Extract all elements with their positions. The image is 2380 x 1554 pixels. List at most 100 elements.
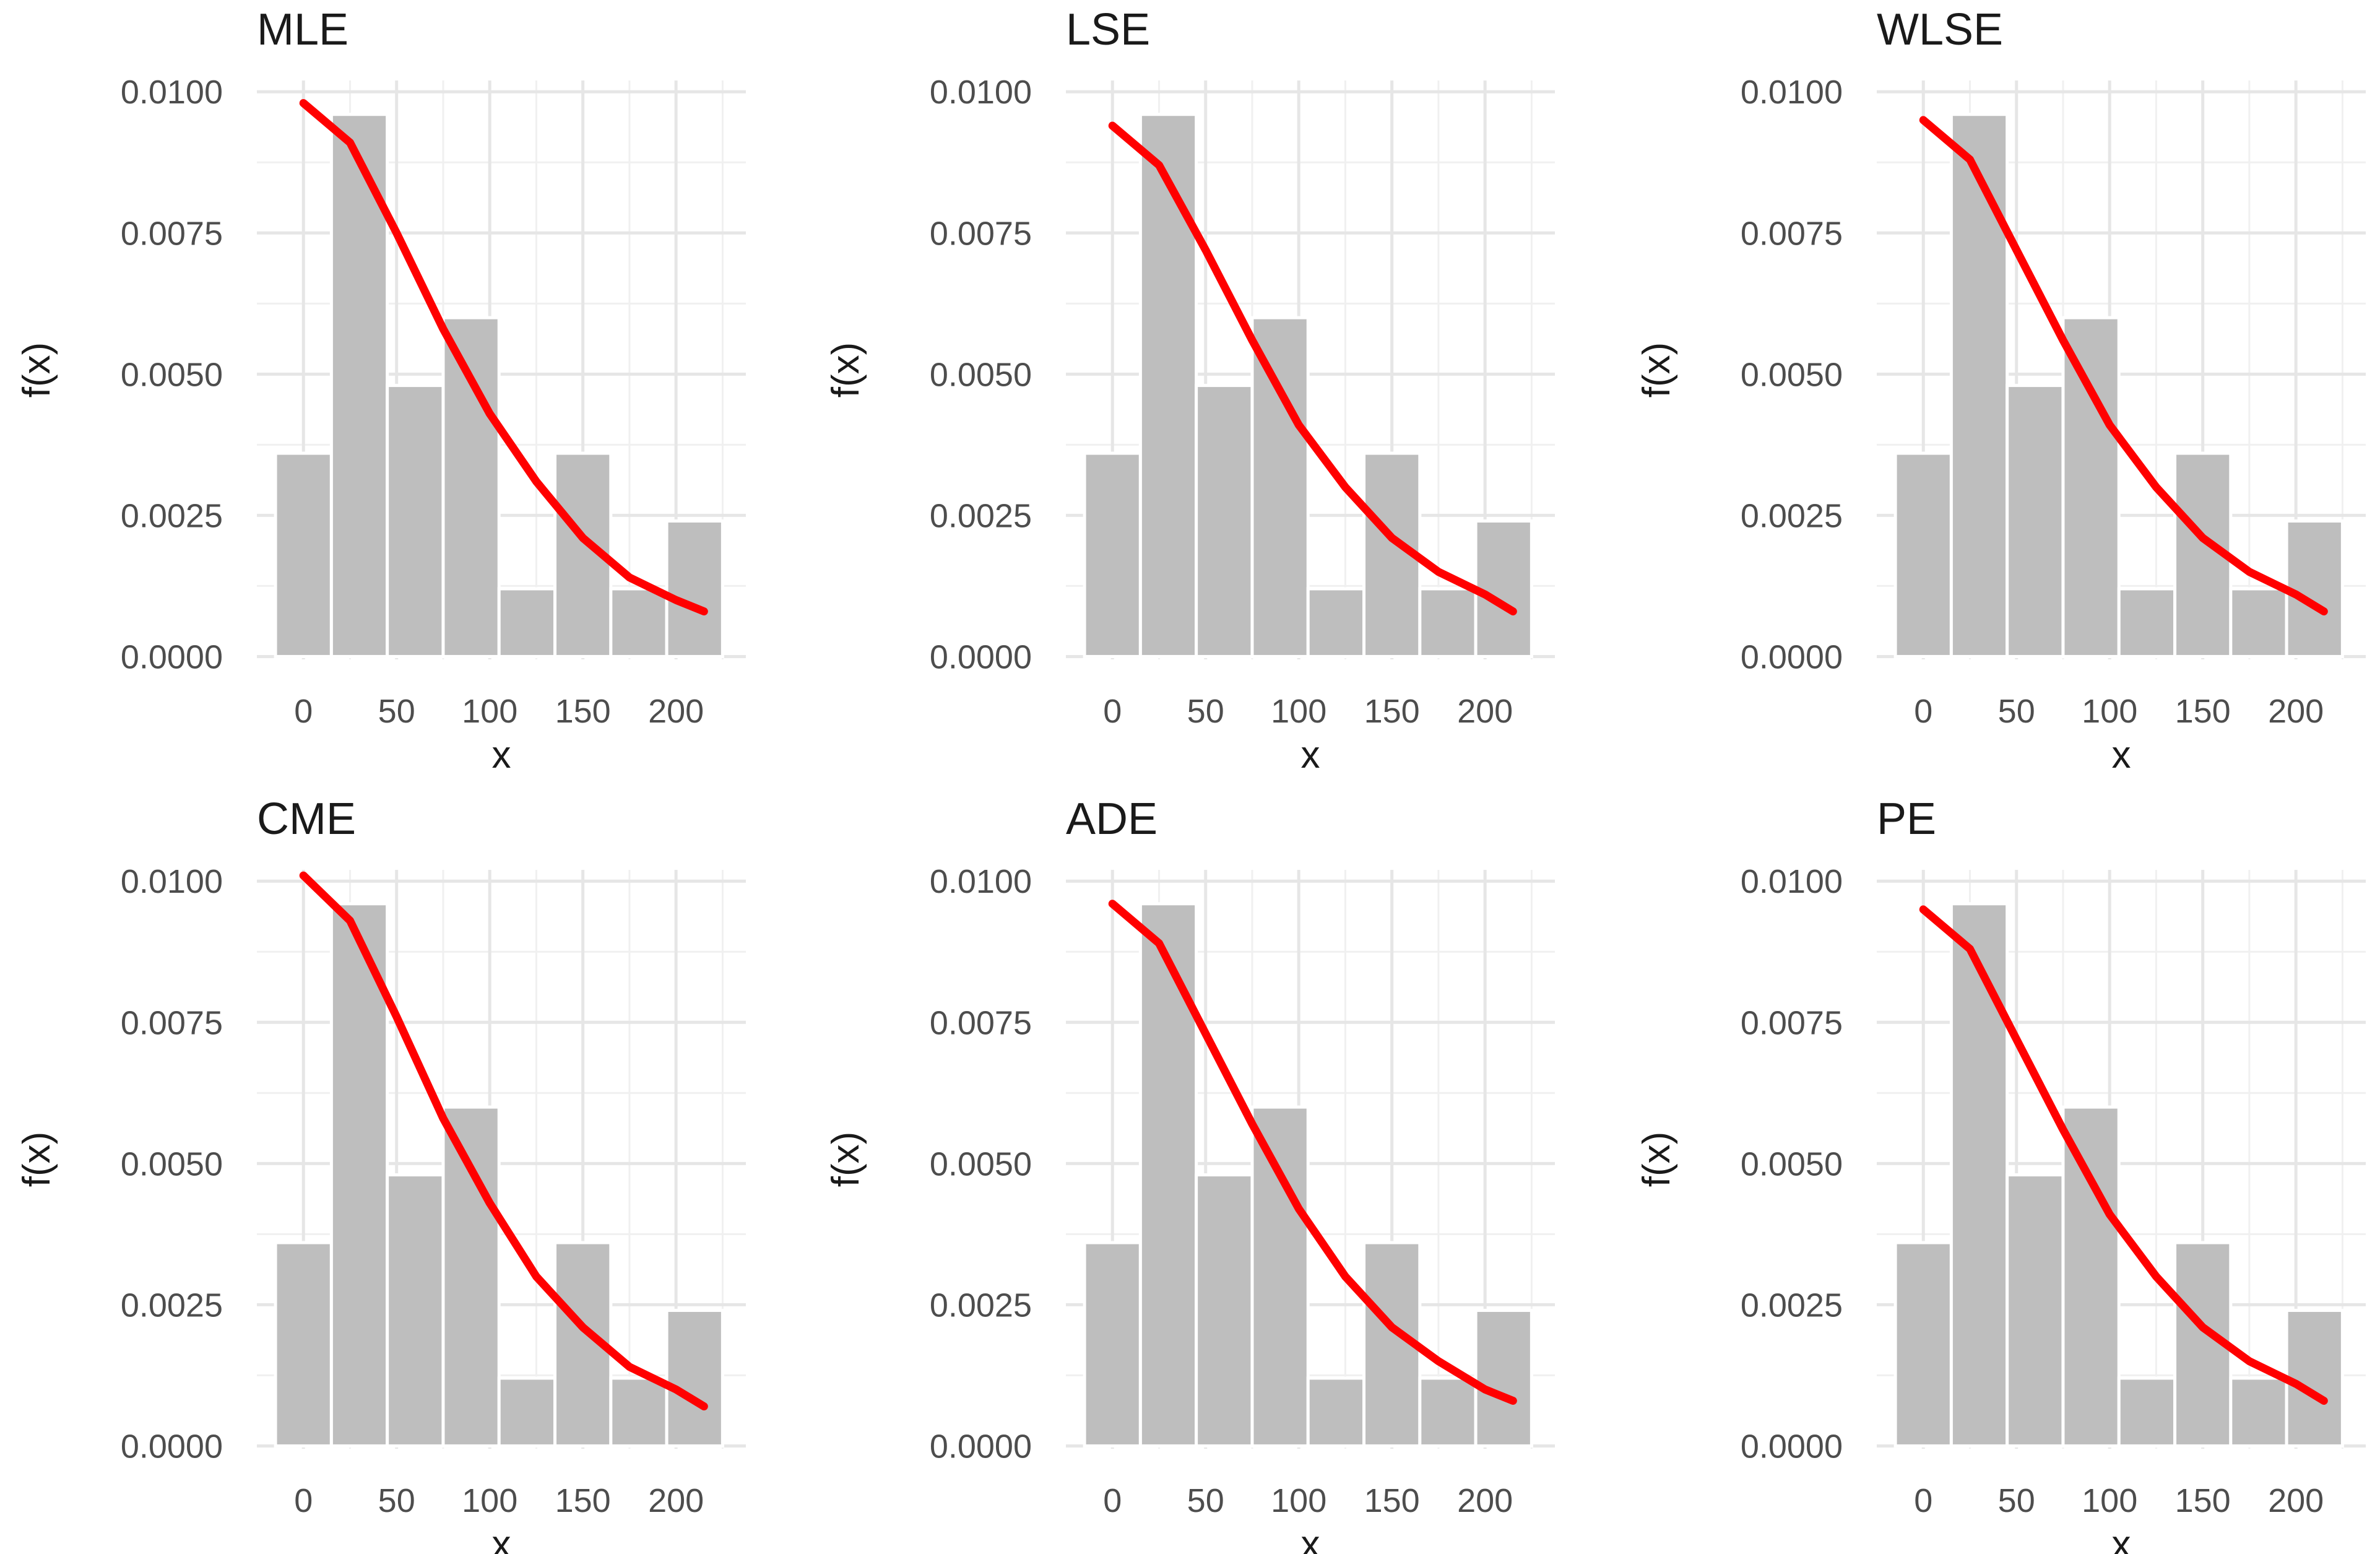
histogram-bar — [1418, 587, 1478, 658]
x-axis-label: x — [2112, 1523, 2131, 1554]
y-tick-label: 0.0100 — [930, 863, 1032, 900]
histogram-bar — [553, 451, 613, 658]
histogram-bar — [1306, 587, 1366, 658]
histogram-bar — [1083, 1241, 1142, 1448]
histogram-bar — [665, 519, 724, 658]
y-tick-label: 0.0100 — [1741, 863, 1843, 900]
y-axis-label: f(x) — [15, 1132, 58, 1187]
x-tick-label: 50 — [378, 1482, 415, 1519]
histogram-bar — [1949, 902, 2009, 1448]
histogram-bar — [2285, 519, 2344, 658]
x-tick-label: 150 — [1364, 693, 1420, 730]
histogram-bar — [1418, 1376, 1478, 1448]
histogram-bar — [1195, 384, 1254, 658]
panel-pe: PE 0.0000 0.0025 0.0050 0.0075 0.0100 0 50 100 15… — [1635, 794, 2366, 1554]
panel-wlse: WLSE 0.0000 0.0025 0.0050 0.0075 0.0100 0 50 100… — [1635, 5, 2366, 776]
y-axis-label: f(x) — [15, 342, 58, 398]
density-curve — [1108, 121, 1517, 615]
x-axis-label: x — [1301, 734, 1320, 776]
histogram-bar — [2006, 1173, 2065, 1448]
histogram — [1893, 902, 2344, 1448]
x-tick-label: 100 — [2082, 1482, 2137, 1519]
y-tick-label: 0.0075 — [930, 1004, 1032, 1041]
x-tick-label: 200 — [648, 1482, 704, 1519]
y-axis-label: f(x) — [1635, 1132, 1678, 1187]
x-axis-label: x — [492, 734, 511, 776]
y-tick-label: 0.0075 — [121, 1004, 223, 1041]
histogram-bar — [386, 1173, 445, 1448]
histogram-bar — [1250, 1105, 1310, 1448]
x-tick-label: 50 — [1998, 1482, 2035, 1519]
histogram-bar — [2173, 1241, 2233, 1448]
x-tick-label: 0 — [294, 1482, 313, 1519]
x-tick-label: 50 — [378, 693, 415, 730]
y-tick-label: 0.0100 — [121, 74, 223, 111]
y-axis-label: f(x) — [1635, 342, 1678, 398]
panel-title: MLE — [257, 5, 348, 54]
y-tick-label: 0.0050 — [930, 356, 1032, 393]
panel-title: ADE — [1066, 794, 1158, 844]
y-tick-label: 0.0050 — [121, 1145, 223, 1183]
panel-lse: LSE 0.0000 0.0025 0.0050 0.0075 0.0100 0 50 100 1… — [824, 5, 1555, 776]
density-curve — [299, 871, 708, 1411]
histogram — [274, 902, 724, 1448]
y-tick-label: 0.0025 — [121, 497, 223, 534]
histogram-bar — [2061, 316, 2121, 658]
histogram-bar — [1949, 113, 2009, 658]
x-axis-label: x — [1301, 1523, 1320, 1554]
x-tick-label: 50 — [1998, 693, 2035, 730]
histogram — [1083, 902, 1533, 1448]
panel-ade: ADE 0.0000 0.0025 0.0050 0.0075 0.0100 0 50 100 1… — [824, 794, 1555, 1554]
histogram-bar — [441, 1105, 501, 1448]
panel-cme: CME 0.0000 0.0025 0.0050 0.0075 0.0100 0 50 100 1… — [15, 794, 746, 1554]
histogram — [1893, 113, 2344, 658]
y-tick-label: 0.0025 — [121, 1287, 223, 1324]
y-tick-label: 0.0025 — [930, 497, 1032, 534]
y-tick-label: 0.0000 — [121, 1428, 223, 1465]
x-tick-label: 100 — [462, 693, 517, 730]
histogram-bar — [665, 1309, 724, 1448]
x-tick-label: 200 — [2268, 693, 2324, 730]
density-curve — [299, 99, 708, 615]
histogram-bar — [1138, 113, 1198, 658]
histogram-bar — [2061, 1105, 2121, 1448]
histogram-bar — [609, 587, 669, 658]
x-tick-label: 50 — [1187, 693, 1224, 730]
histogram-bar — [1893, 1241, 1953, 1448]
panel-title: CME — [257, 794, 356, 844]
y-tick-label: 0.0000 — [930, 638, 1032, 675]
histogram-bar — [329, 902, 389, 1448]
x-tick-label: 0 — [1103, 693, 1122, 730]
x-tick-label: 150 — [2175, 1482, 2231, 1519]
histogram-bar — [1474, 519, 1533, 658]
x-tick-label: 200 — [2268, 1482, 2324, 1519]
histogram-bar — [274, 451, 333, 658]
histogram-bar — [386, 384, 445, 658]
y-tick-label: 0.0075 — [1741, 215, 1843, 252]
x-tick-label: 150 — [2175, 693, 2231, 730]
x-tick-label: 100 — [462, 1482, 517, 1519]
y-tick-label: 0.0000 — [1741, 1428, 1843, 1465]
x-tick-label: 0 — [1103, 1482, 1122, 1519]
y-tick-label: 0.0025 — [930, 1287, 1032, 1324]
y-tick-label: 0.0050 — [121, 356, 223, 393]
panel-mle: MLE 0.0000 0.0025 0.0050 0.0075 0.0100 0 50 100 1… — [15, 5, 746, 776]
y-tick-label: 0.0025 — [1741, 497, 1843, 534]
histogram-bar — [2006, 384, 2065, 658]
x-tick-label: 0 — [1914, 1482, 1932, 1519]
density-curve — [1108, 900, 1517, 1405]
histogram-bar — [497, 1376, 557, 1448]
x-tick-label: 200 — [648, 693, 704, 730]
histogram-bar — [1250, 316, 1310, 658]
histogram-bar — [1083, 451, 1142, 658]
y-axis-label: f(x) — [824, 342, 867, 398]
x-axis-label: x — [492, 1523, 511, 1554]
x-tick-label: 50 — [1187, 1482, 1224, 1519]
x-tick-label: 100 — [2082, 693, 2137, 730]
x-tick-label: 150 — [555, 1482, 611, 1519]
panel-title: WLSE — [1877, 5, 2003, 54]
histogram-bar — [1474, 1309, 1533, 1448]
histogram-bar — [1893, 451, 1953, 658]
y-tick-label: 0.0000 — [1741, 638, 1843, 675]
